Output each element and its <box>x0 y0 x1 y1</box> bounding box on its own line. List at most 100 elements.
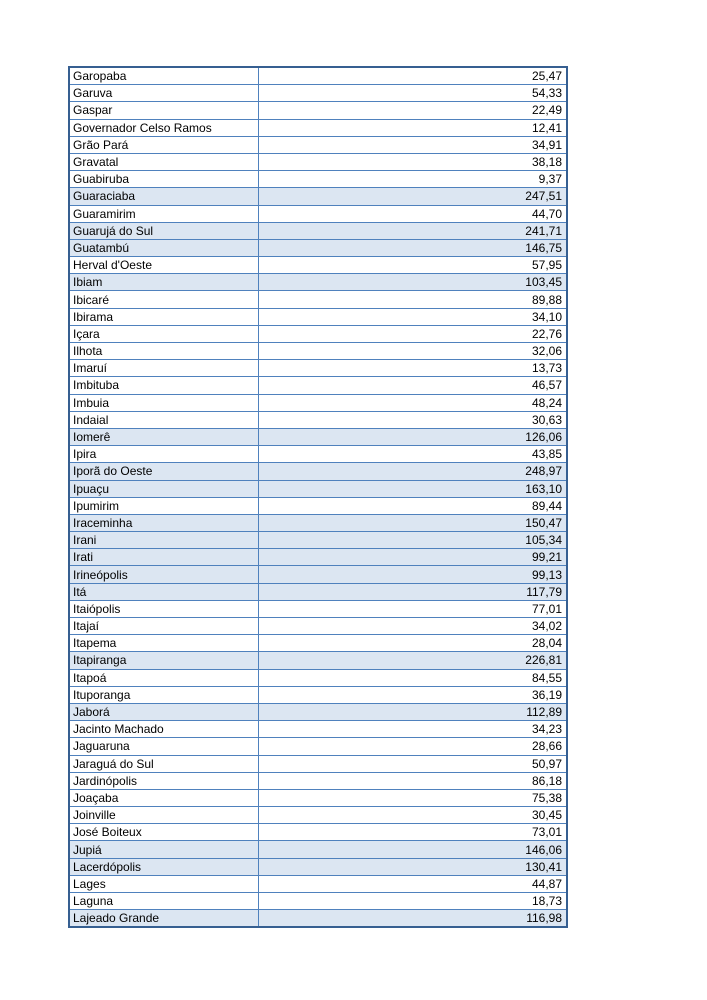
table-row: Içara 22,76 <box>70 325 566 343</box>
municipality-cell: Joaçaba <box>70 789 259 807</box>
table-row: Ipira 43,85 <box>70 446 566 464</box>
table-row: Jaraguá do Sul 50,97 <box>70 755 566 773</box>
table-row: Lacerdópolis 130,41 <box>70 858 566 876</box>
table-row: Guaraciaba 247,51 <box>70 188 566 206</box>
table-row: Laguna 18,73 <box>70 893 566 911</box>
value-cell: 105,34 <box>525 533 562 548</box>
table-row: Lajeado Grande 116,98 <box>70 910 566 927</box>
table-row: Iporã do Oeste 248,97 <box>70 463 566 481</box>
municipality-cell: Itaiópolis <box>70 600 259 617</box>
municipality-cell: Lages <box>70 875 259 892</box>
table-row: Itá 117,79 <box>70 583 566 601</box>
table-row: Guaramirim 44,70 <box>70 205 566 223</box>
value-cell: 36,19 <box>531 687 562 702</box>
municipality-cell: Guatambú <box>70 239 259 257</box>
table-row: Iomerê 126,06 <box>70 428 566 447</box>
value-cell: 38,18 <box>531 155 562 170</box>
municipality-cell: Ipuaçu <box>70 480 259 497</box>
municipality-cell: Ipumirim <box>70 497 259 514</box>
table-row: Joaçaba 75,38 <box>70 789 566 808</box>
value-cell: 75,38 <box>531 790 562 805</box>
municipality-cell: Ibiam <box>70 274 259 291</box>
municipality-cell: Indaial <box>70 411 259 428</box>
value-cell: 54,33 <box>531 86 562 101</box>
table-row: Guatambú 146,75 <box>70 239 566 258</box>
table-row: Itapiranga 226,81 <box>70 652 566 670</box>
table-row: Governador Celso Ramos 12,41 <box>70 119 566 137</box>
value-cell: 73,01 <box>531 825 562 840</box>
table-row: Ilhota 32,06 <box>70 343 566 361</box>
value-cell: 43,85 <box>531 447 562 462</box>
municipality-cell: Jaraguá do Sul <box>70 755 259 772</box>
value-cell: 77,01 <box>531 601 562 616</box>
value-cell: 46,57 <box>531 378 562 393</box>
table-row: Irineópolis 99,13 <box>70 566 566 584</box>
municipality-cell: Jardinópolis <box>70 772 259 789</box>
value-cell: 248,97 <box>525 464 562 479</box>
table-row: Indaial 30,63 <box>70 411 566 429</box>
value-cell: 28,66 <box>531 739 562 754</box>
value-cell: 32,06 <box>531 344 562 359</box>
value-cell: 117,79 <box>526 584 562 599</box>
table-row: Ibiam 103,45 <box>70 274 566 292</box>
table-row: Jacinto Machado 34,23 <box>70 721 566 739</box>
municipality-cell: Irati <box>70 549 259 566</box>
municipality-cell: Jaborá <box>70 703 259 721</box>
value-cell: 150,47 <box>525 515 562 530</box>
value-cell: 34,91 <box>531 137 562 152</box>
table-row: Herval d'Oeste 57,95 <box>70 257 566 275</box>
table-row: Irati 99,21 <box>70 549 566 567</box>
table-row: Ibirama 34,10 <box>70 308 566 326</box>
value-cell: 146,06 <box>525 842 562 857</box>
municipality-cell: Lajeado Grande <box>70 910 259 927</box>
table-row: Ituporanga 36,19 <box>70 686 566 704</box>
value-cell: 12,41 <box>531 120 562 135</box>
municipality-cell: Ipira <box>70 446 259 463</box>
municipality-cell: Grão Pará <box>70 136 259 153</box>
municipality-cell: Ibicaré <box>70 291 259 308</box>
table-row: Garuva 54,33 <box>70 85 566 103</box>
table-row: Itapoá 84,55 <box>70 669 566 687</box>
table-row: Guarujá do Sul 241,71 <box>70 222 566 240</box>
value-cell: 22,49 <box>531 103 562 118</box>
municipality-cell: Jacinto Machado <box>70 721 259 738</box>
municipality-cell: Joinville <box>70 807 259 824</box>
municipality-cell: Gravatal <box>70 153 259 171</box>
municipality-cell: Içara <box>70 325 259 342</box>
table-row: Jaguaruna 28,66 <box>70 738 566 756</box>
municipality-cell: Itá <box>70 583 259 600</box>
municipality-cell: Irineópolis <box>70 566 259 583</box>
table-row: Ibicaré 89,88 <box>70 291 566 309</box>
table-row: Grão Pará 34,91 <box>70 136 566 154</box>
value-cell: 28,04 <box>531 636 562 651</box>
value-cell: 112,89 <box>526 705 562 720</box>
value-cell: 226,81 <box>525 653 562 668</box>
value-cell: 30,63 <box>531 412 562 427</box>
value-cell: 57,95 <box>531 258 562 273</box>
municipality-cell: Iporã do Oeste <box>70 463 259 480</box>
municipality-cell: Ilhota <box>70 343 259 360</box>
municipality-cell: Garuva <box>70 85 259 102</box>
municipality-cell: Gaspar <box>70 102 259 119</box>
municipality-cell: Governador Celso Ramos <box>70 119 259 136</box>
value-cell: 34,02 <box>531 619 562 634</box>
municipality-cell: Guaraciaba <box>70 188 259 205</box>
value-cell: 116,98 <box>526 911 562 926</box>
municipality-cell: Guaramirim <box>70 205 259 222</box>
value-cell: 86,18 <box>531 773 562 788</box>
value-cell: 241,71 <box>525 223 562 238</box>
table-row: Jupiá 146,06 <box>70 841 566 859</box>
table-row: Itapema 28,04 <box>70 635 566 653</box>
table-row: Jaborá 112,89 <box>70 703 566 722</box>
value-cell: 247,51 <box>525 189 562 204</box>
table-row: Ipuaçu 163,10 <box>70 480 566 498</box>
municipality-cell: Jupiá <box>70 841 259 858</box>
municipality-cell: Laguna <box>70 893 259 910</box>
table-row: Lages 44,87 <box>70 875 566 893</box>
municipality-cell: José Boiteux <box>70 824 259 841</box>
municipality-cell: Lacerdópolis <box>70 858 259 875</box>
value-cell: 89,88 <box>531 292 562 307</box>
municipality-cell: Guabiruba <box>70 171 259 188</box>
table-row: Iraceminha 150,47 <box>70 514 566 533</box>
